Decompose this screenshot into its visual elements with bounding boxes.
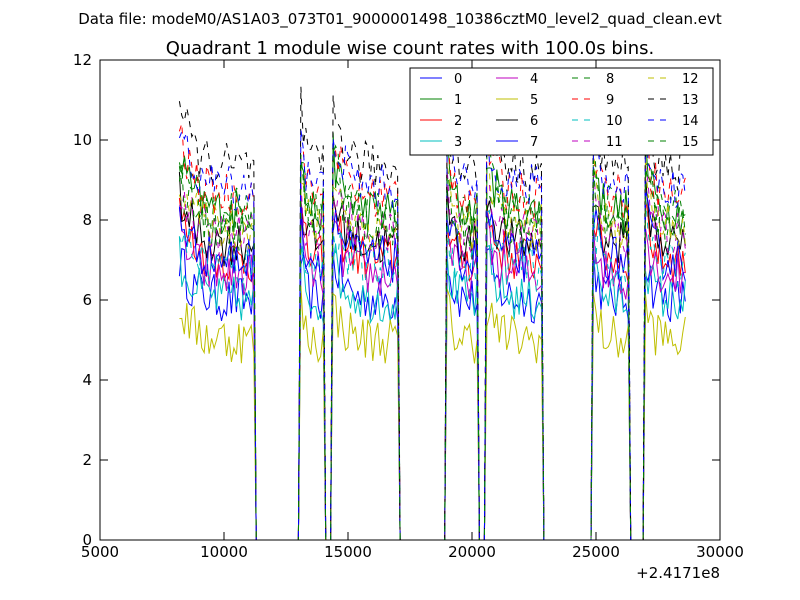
y-tick-label: 10: [73, 131, 92, 149]
y-tick-label: 12: [73, 51, 92, 69]
x-tick-label: 25000: [572, 543, 620, 561]
y-tick-label: 0: [82, 531, 92, 549]
legend-label-14: 14: [682, 114, 699, 129]
legend-label-10: 10: [606, 114, 623, 129]
y-tick-label: 6: [82, 291, 92, 309]
y-tick-label: 2: [82, 451, 92, 469]
legend-label-5: 5: [530, 93, 538, 108]
legend-label-4: 4: [530, 72, 538, 87]
legend-label-12: 12: [682, 72, 699, 87]
legend-label-2: 2: [454, 114, 462, 129]
chart-title: Quadrant 1 module wise count rates with …: [166, 38, 655, 59]
x-tick-label: 30000: [696, 543, 744, 561]
series-lines: [178, 79, 686, 541]
legend-label-13: 13: [682, 93, 699, 108]
x-offset-label: +2.4171e8: [636, 564, 720, 582]
y-tick-label: 8: [82, 211, 92, 229]
y-tick-label: 4: [82, 371, 92, 389]
x-tick-label: 10000: [200, 543, 248, 561]
legend-label-15: 15: [682, 135, 699, 150]
legend-label-0: 0: [454, 72, 462, 87]
series-line-14: [178, 109, 686, 541]
data-file-label: Data file: modeM0/AS1A03_073T01_90000014…: [78, 10, 722, 29]
legend-label-8: 8: [606, 72, 614, 87]
legend-label-9: 9: [606, 93, 614, 108]
legend-label-1: 1: [454, 93, 462, 108]
legend-label-11: 11: [606, 135, 623, 150]
legend-label-6: 6: [530, 114, 538, 129]
legend-label-7: 7: [530, 135, 538, 150]
x-tick-label: 15000: [324, 543, 372, 561]
x-tick-label: 20000: [448, 543, 496, 561]
legend-label-3: 3: [454, 135, 462, 150]
x-tick-label: 5000: [81, 543, 119, 561]
series-line-15: [178, 154, 686, 541]
